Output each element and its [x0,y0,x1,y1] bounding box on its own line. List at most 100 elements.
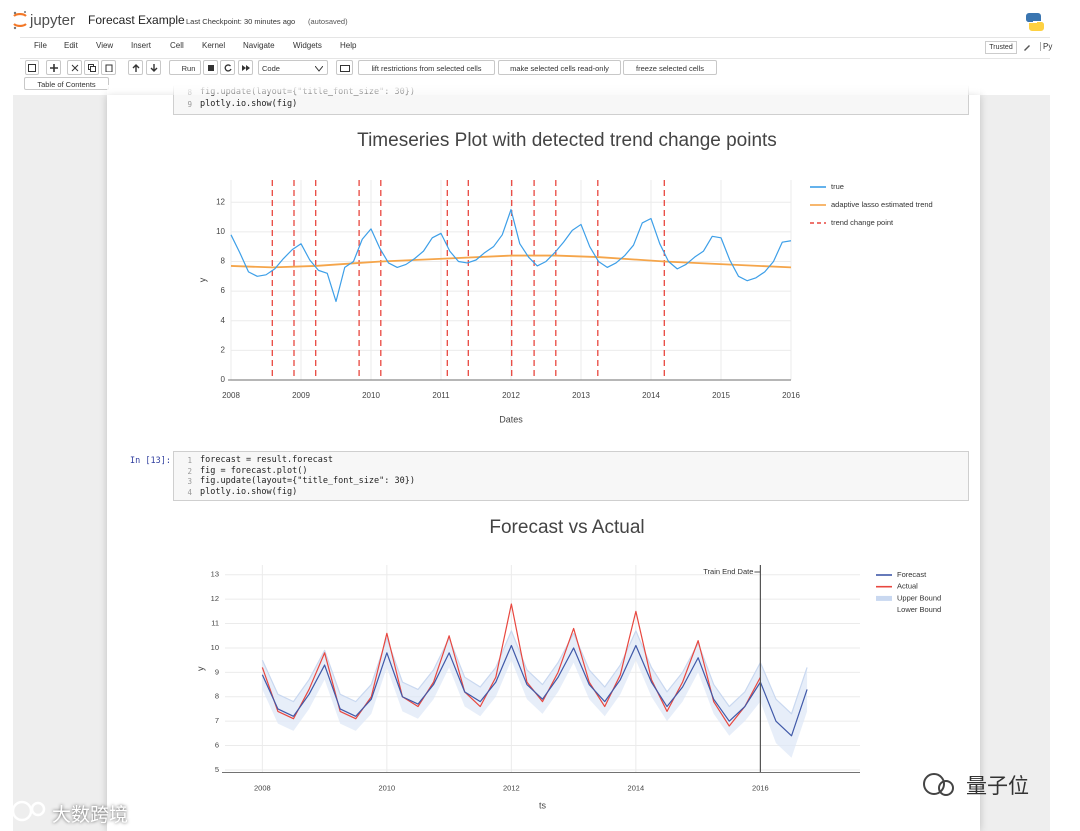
x-tick-label: 2015 [712,391,730,400]
legend-label: Upper Bound [897,593,941,602]
line-number: 4 [187,487,192,497]
run-label: Run [181,64,196,73]
series-line [230,209,792,303]
cell-type: Code [262,64,280,73]
paste-button[interactable] [101,60,116,75]
x-tick-label: 2016 [752,783,769,792]
chart-title: Forecast vs Actual [489,517,644,538]
read-only-button[interactable]: make selected cells read-only [498,60,621,75]
chart-title: Timeseries Plot with detected trend chan… [357,130,777,151]
y-tick-label: 8 [221,257,226,266]
series-line [261,644,808,737]
legend-label: Lower Bound [897,605,941,614]
run-button[interactable]: Run [169,60,201,75]
x-tick-label: 2014 [628,783,645,792]
restart-button[interactable] [220,60,235,75]
cut-button[interactable] [67,60,82,75]
watermark-logo [923,773,954,796]
autosave: (autosaved) [308,17,348,26]
code-line: forecast = result.forecast [200,455,334,465]
header-bar [0,0,1080,37]
confidence-band [262,630,808,758]
restart-run-button[interactable] [238,60,253,75]
lift-restrictions-button[interactable]: lift restrictions from selected cells [358,60,495,75]
code-cell[interactable]: 1 forecast = result.forecast 2 fig = for… [173,451,969,501]
y-tick-label: 6 [221,286,226,295]
menu-item[interactable]: Edit [64,41,78,50]
legend-label: true [831,182,844,191]
y-tick-label: 8 [215,692,219,701]
x-axis-label: Dates [499,414,523,424]
x-tick-label: 2014 [642,391,660,400]
x-tick-label: 2012 [502,391,520,400]
save-button[interactable] [25,60,39,75]
menu-item[interactable]: Navigate [243,41,275,50]
menu-item[interactable]: Kernel [202,41,226,50]
menu-item[interactable]: File [34,41,47,50]
keyboard-button[interactable] [336,60,353,75]
x-tick-label: 2016 [782,391,800,400]
y-tick-label: 13 [211,570,219,579]
cell-type-select[interactable]: Code [258,60,328,75]
logo-text: jupyter [30,12,76,29]
x-tick-label: 2010 [379,783,396,792]
x-tick-label: 2012 [503,783,520,792]
jupyter-logo [13,11,27,30]
python-logo [1025,13,1045,31]
legend-label: Forecast [897,570,927,579]
trusted-indicator[interactable]: Trusted [985,41,1017,54]
x-tick-label: 2011 [432,391,450,400]
x-tick-label: 2009 [292,391,310,400]
y-tick-label: 12 [216,197,225,206]
y-tick-label: 7 [215,716,219,725]
code-line: plotly.io.show(fig) [200,99,298,109]
y-tick-label: 9 [215,667,219,676]
watermark-logo [11,800,46,822]
y-tick-label: 0 [221,375,226,384]
legend-label: trend change point [831,218,894,227]
move-up-button[interactable] [128,60,143,75]
x-tick-label: 2010 [362,391,380,400]
kernel-indicator: Py [1040,42,1052,51]
menu-item[interactable]: Cell [170,41,184,50]
line-number: 1 [187,456,192,465]
x-tick-label: 2008 [222,391,240,400]
menu-item[interactable]: View [96,41,114,50]
menu-bar [20,37,1050,59]
annotation-text: Train End Date [703,567,753,576]
toc-button[interactable]: Table of Contents [24,77,109,90]
x-axis-label: ts [539,800,547,810]
series-line [261,630,808,715]
y-tick-label: 12 [211,594,219,603]
y-tick-label: 2 [221,345,226,354]
add-cell-button[interactable] [46,60,61,75]
copy-button[interactable] [84,60,99,75]
watermark: 大数跨境 [52,804,129,826]
line-number: 3 [187,477,192,486]
y-tick-label: 10 [216,227,225,236]
menu-item[interactable]: Insert [131,41,152,50]
series-line [230,254,792,269]
legend-label: Actual [897,582,918,591]
notebook-name[interactable]: Forecast Example [88,13,185,27]
move-down-button[interactable] [146,60,161,75]
x-tick-label: 2013 [572,391,590,400]
x-tick-label: 2008 [254,783,271,792]
cell-prompt: In [13]: [130,456,171,466]
menu-item[interactable]: Widgets [293,41,322,50]
watermark: 量子位 [966,774,1029,798]
freeze-button[interactable]: freeze selected cells [623,60,717,75]
code-line: plotly.io.show(fig) [200,486,298,497]
code-line: fig = forecast.plot() [200,465,308,476]
checkpoint: Last Checkpoint: 30 minutes ago [186,17,296,26]
line-number: 2 [187,466,192,476]
menu-item[interactable]: Help [340,41,357,50]
y-tick-label: 10 [211,643,219,652]
y-tick-label: 5 [215,765,219,774]
stop-button[interactable] [203,60,218,75]
series-line [261,603,761,727]
edit-icon[interactable] [1022,42,1032,52]
y-axis-label: y [195,666,205,671]
